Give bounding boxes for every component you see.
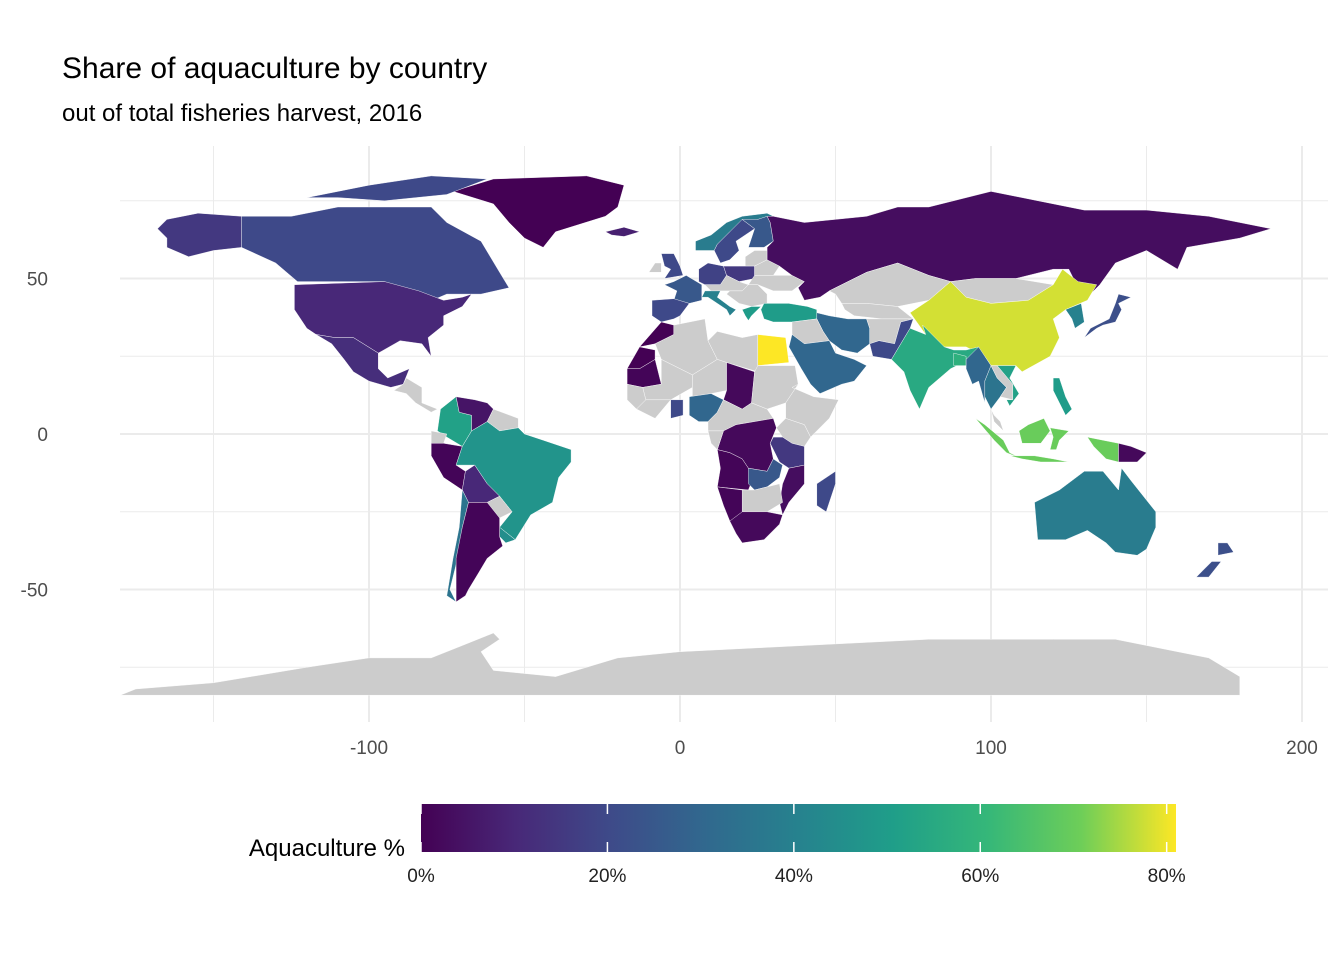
chart-title: Share of aquaculture by country [62,52,488,85]
region-new-zealand [1196,561,1222,578]
y-tick-label: -50 [21,581,48,602]
region-indonesia [1018,418,1051,444]
region-sweden [714,219,755,264]
region-bangladesh [953,352,967,366]
region-iceland [605,227,640,237]
x-tick-label: -100 [350,738,388,759]
region-indonesia [1049,427,1069,450]
region-korea [1065,303,1085,329]
x-tick-label: 100 [975,738,1007,759]
region-united-kingdom [661,253,684,279]
region-vietnam [997,365,1020,407]
region-ireland [648,262,662,273]
region-central-america [393,377,438,413]
color-legend: Aquaculture %0% 20% 40% 60% 80% [249,804,1186,887]
legend-tick-label: 20% [588,866,626,887]
y-tick-label: 50 [27,270,48,291]
region-turkey [760,303,817,323]
region-egypt [757,334,790,366]
region-malay-peninsula [990,408,1004,432]
region-zambia [748,458,783,491]
region-pakistan [869,318,914,360]
legend-tick-label: 0% [407,866,435,887]
region-belarus [754,259,780,276]
region-argentina [455,502,503,603]
map-regions [120,175,1272,696]
legend-tick-label: 60% [961,866,999,887]
y-axis: 50 0 -50 [21,270,48,602]
x-axis: -100 0 100 200 [350,738,1318,759]
region-south-africa [729,511,783,544]
region-balkans [726,284,768,307]
region-mozambique [779,464,805,516]
x-tick-label: 0 [675,738,686,759]
legend-tick-label: 80% [1148,866,1186,887]
y-tick-label: 0 [37,425,48,446]
region-saudi-arabia [788,334,867,394]
region-alaska-usa [157,213,242,257]
chart-subtitle: out of total fisheries harvest, 2016 [62,100,423,127]
legend-tick-label: 40% [775,866,813,887]
region-peru [431,443,466,491]
region-spain [651,298,690,323]
region-greenland [452,175,625,248]
region-indonesia [1009,455,1069,463]
region-australia [1034,468,1156,556]
region-new-zealand [1217,542,1234,556]
region-west-africa [636,399,671,419]
region-mexico [315,334,410,388]
legend-title: Aquaculture % [249,835,405,862]
region-antarctica [120,632,1240,696]
region-indonesia [1087,436,1119,463]
region-japan [1084,293,1132,338]
x-tick-label: 200 [1286,738,1318,759]
region-france [664,275,702,304]
region-papua-new-guinea [1118,443,1147,463]
region-greece [742,306,762,321]
legend-colorbar [421,804,1176,852]
region-ghana [670,399,684,419]
region-canada [306,175,488,201]
region-madagascar [816,471,836,512]
region-canada [241,206,510,304]
region-philippines [1053,377,1073,416]
region-italy [701,290,737,316]
